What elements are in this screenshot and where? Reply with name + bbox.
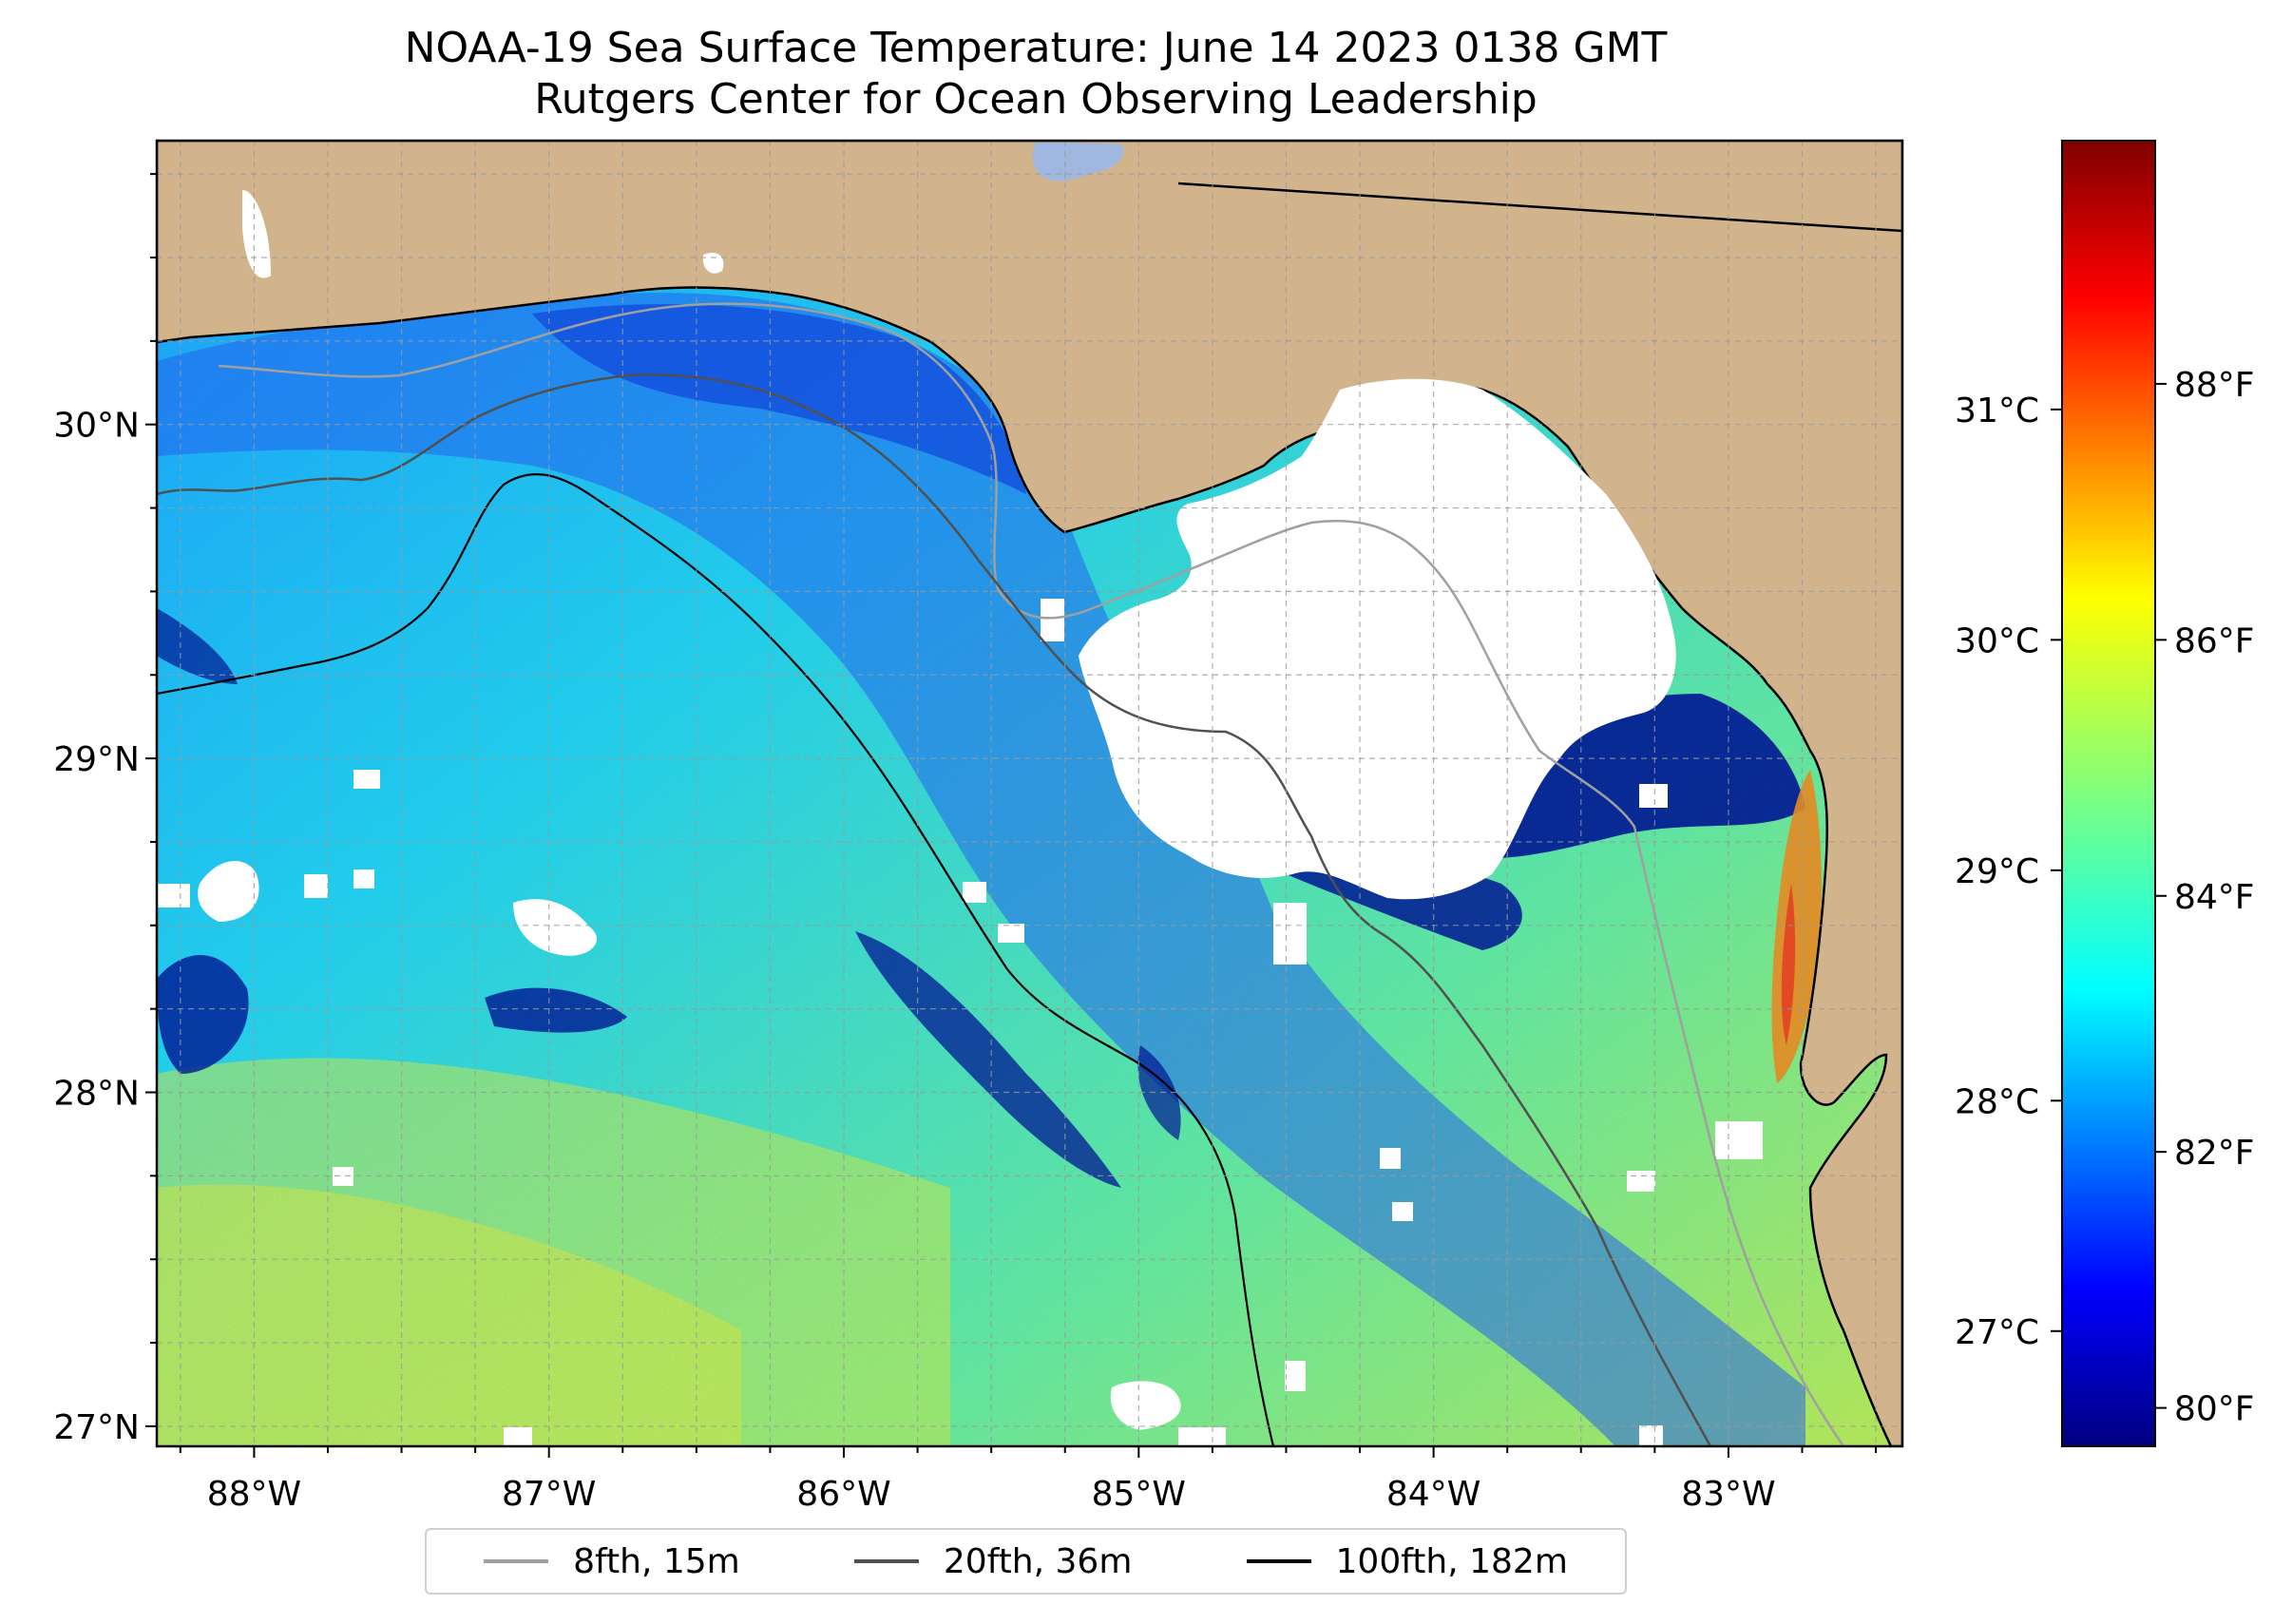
lat-tick-label: 29°N xyxy=(53,740,140,779)
cloud-mask xyxy=(963,882,986,903)
cloud-mask xyxy=(1273,903,1307,965)
lon-tick-label: 84°W xyxy=(1386,1475,1480,1514)
cloud-mask xyxy=(1639,1425,1663,1446)
lat-tick-label: 28°N xyxy=(53,1075,140,1114)
lon-tick-label: 85°W xyxy=(1092,1475,1186,1514)
lon-tick-label: 87°W xyxy=(502,1475,596,1514)
cloud-mask xyxy=(702,252,724,274)
celsius-tick-label: 30°C xyxy=(1955,621,2039,660)
cloud-mask xyxy=(353,869,374,888)
lake-seminole xyxy=(1032,143,1124,182)
cloud-mask xyxy=(1079,378,1676,900)
cloud-mask xyxy=(1285,1361,1306,1391)
cloud-mask xyxy=(1715,1121,1763,1159)
land-mass xyxy=(157,141,1902,1446)
legend-item: 20fth, 36m xyxy=(853,1541,1133,1581)
fahrenheit-tick-label: 86°F xyxy=(2174,621,2255,660)
cloud-mask xyxy=(998,924,1024,943)
cloud-mask xyxy=(504,1427,532,1446)
colorbar-ticks: 80°F 82°F 84°F 86°F 88°F 27°C 28°C 29°C 30°C 31°C xyxy=(1955,366,2254,1429)
contour-20fth xyxy=(157,373,1712,1446)
cloud-mask xyxy=(1627,1171,1655,1192)
legend-item: 8fth, 15m xyxy=(484,1542,740,1581)
fahrenheit-tick-label: 84°F xyxy=(2174,878,2255,917)
contour-100fth xyxy=(157,473,1275,1446)
cloud-mask xyxy=(1639,784,1668,808)
figure-title: NOAA-19 Sea Surface Temperature: June 14… xyxy=(404,24,1668,72)
lat-tick-label: 27°N xyxy=(53,1408,140,1447)
map-frame xyxy=(155,139,1904,1448)
state-border-line xyxy=(1177,182,1902,233)
colorbar xyxy=(2061,140,2156,1447)
map-gridlines xyxy=(157,141,1902,1446)
legend-line-swatch xyxy=(484,1559,549,1563)
legend-item: 100fth, 182m xyxy=(1246,1541,1568,1581)
legend-label: 20fth, 36m xyxy=(943,1541,1133,1581)
fahrenheit-tick-label: 88°F xyxy=(2174,366,2255,405)
contour-legend: 8fth, 15m 20fth, 36m 100fth, 182m xyxy=(425,1528,1627,1595)
cloud-mask xyxy=(242,190,271,278)
cloud-mask xyxy=(1178,1427,1226,1446)
fahrenheit-tick-label: 80°F xyxy=(2174,1390,2255,1429)
figure-subtitle: Rutgers Center for Ocean Observing Leade… xyxy=(534,75,1538,124)
contour-8fth xyxy=(218,302,1845,1446)
lat-tick-label: 30°N xyxy=(53,407,140,446)
cloud-mask xyxy=(157,884,190,908)
celsius-tick-label: 29°C xyxy=(1955,852,2039,891)
legend-line-swatch xyxy=(1246,1559,1311,1563)
fahrenheit-tick-label: 82°F xyxy=(2174,1134,2255,1173)
cloud-mask xyxy=(1392,1202,1413,1221)
cloud-mask xyxy=(513,899,598,956)
lon-tick-label: 86°W xyxy=(796,1475,890,1514)
map-area xyxy=(157,141,1902,1446)
cloud-mask xyxy=(198,861,259,922)
lon-tick-label: 88°W xyxy=(207,1475,301,1514)
celsius-tick-label: 31°C xyxy=(1955,392,2039,430)
cloud-mask xyxy=(304,874,328,898)
cloud-mask xyxy=(1110,1381,1181,1430)
cloud-mask xyxy=(1041,599,1064,641)
cloud-mask xyxy=(333,1167,353,1186)
legend-line-swatch xyxy=(853,1559,919,1563)
map-axis-ticks: 88°W 87°W 86°W 85°W 84°W 83°W 27°N 28°N 29°N 30°N xyxy=(53,173,1878,1514)
celsius-tick-label: 27°C xyxy=(1955,1313,2039,1352)
cloud-mask xyxy=(1380,1148,1401,1169)
legend-label: 100fth, 182m xyxy=(1335,1541,1568,1581)
celsius-tick-label: 28°C xyxy=(1955,1082,2039,1121)
lon-tick-label: 83°W xyxy=(1681,1475,1775,1514)
cloud-mask xyxy=(353,770,380,789)
legend-label: 8fth, 15m xyxy=(573,1541,740,1581)
